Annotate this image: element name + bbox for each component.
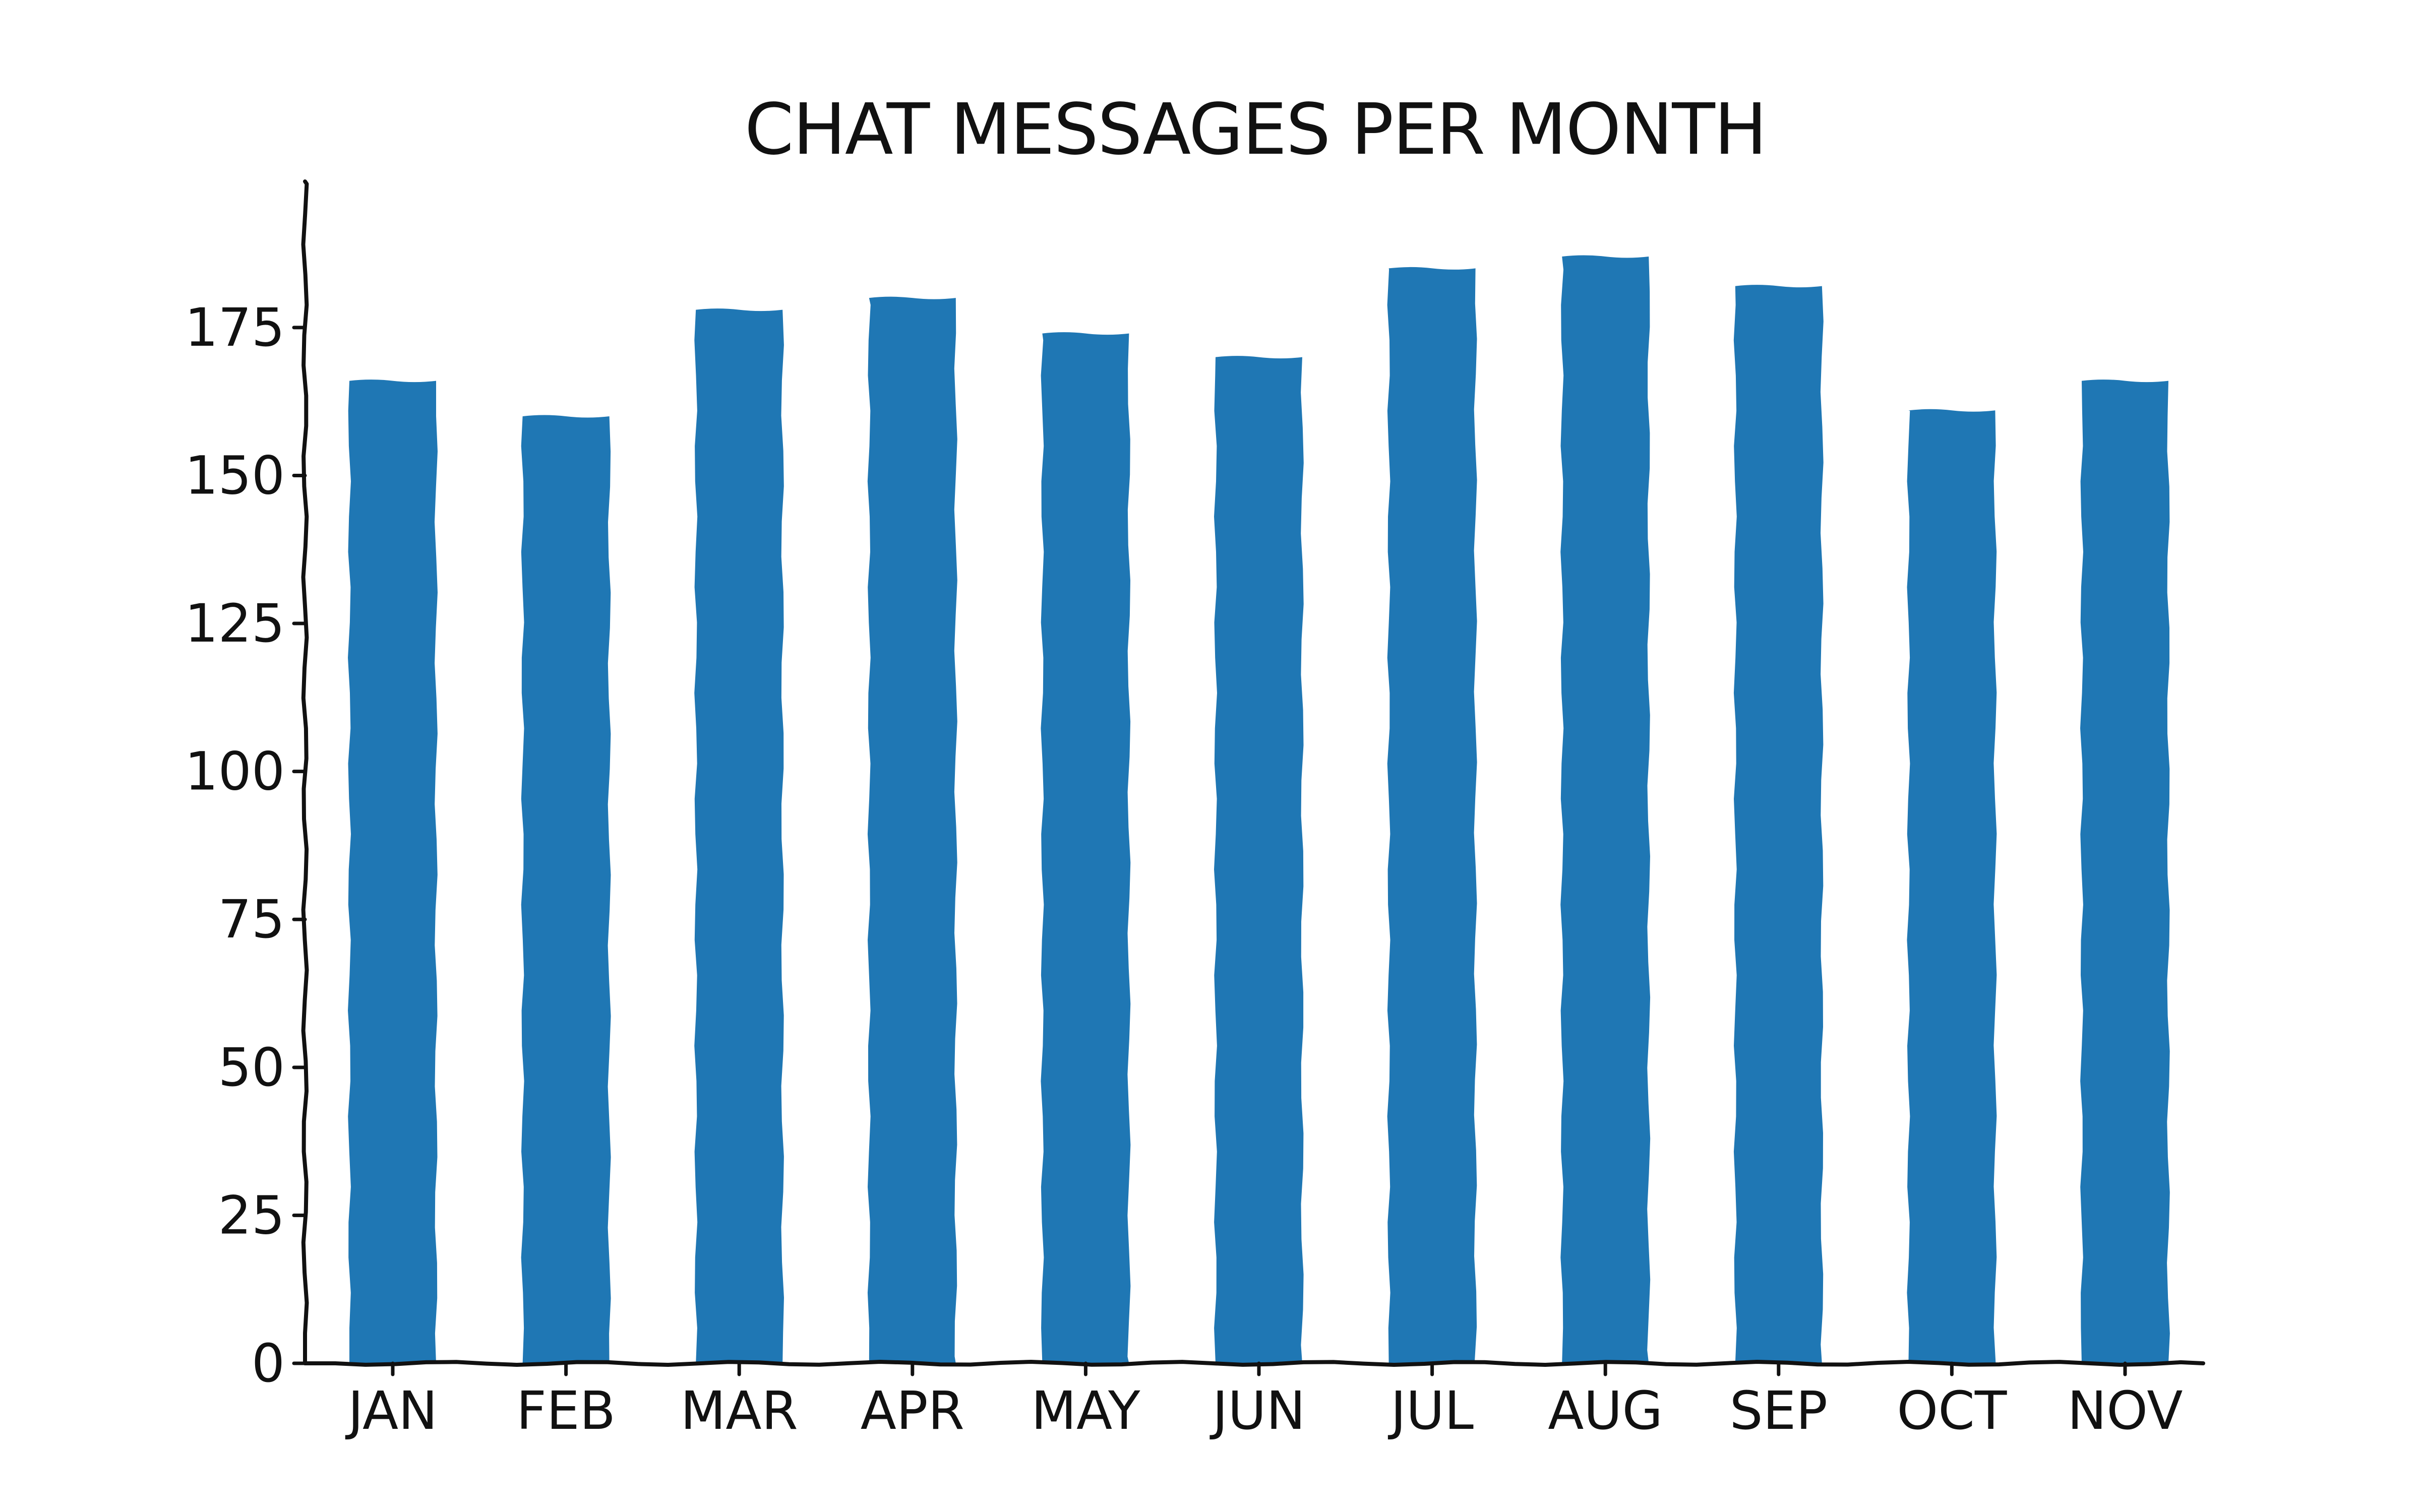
x-tick-label: MAR [681,1380,798,1441]
bar-jul [1387,267,1477,1363]
chart-title: CHAT MESSAGES PER MONTH [745,89,1766,171]
x-tick-label: JUN [1209,1380,1306,1441]
y-tick-label: 50 [218,1037,285,1098]
x-tick-label: OCT [1897,1380,2007,1441]
y-ticks-group: 0 25 50 75 100 125 150 175 [185,297,307,1394]
bar-mar [694,308,784,1363]
x-tick-label: APR [861,1380,964,1441]
bar-oct [1907,409,1997,1364]
bar-apr [867,296,957,1364]
y-tick-label: 125 [185,593,285,654]
y-tick-label: 25 [218,1184,285,1246]
y-tick-label: 150 [185,445,285,506]
bar-nov [2080,380,2170,1363]
x-tick-label: AUG [1548,1380,1663,1441]
x-tick-label: SEP [1730,1380,1828,1441]
x-tick-label: JUL [1387,1380,1474,1441]
y-tick-label: 75 [218,889,285,950]
x-ticks-group: JAN FEB MAR APR MAY JUN JUL AUG SEP OCT NOV [345,1361,2183,1441]
bar-feb [521,415,611,1363]
y-tick-label: 100 [185,741,285,802]
bar-jun [1214,356,1304,1363]
y-tick-label: 175 [185,297,285,358]
x-axis [303,1360,2205,1367]
bar-aug [1560,255,1651,1363]
bar-may [1041,332,1131,1363]
x-tick-label: FEB [516,1380,616,1441]
x-tick-label: JAN [345,1380,438,1441]
bar-sep [1733,285,1824,1363]
bar-jan [348,380,438,1363]
y-tick-label: 0 [252,1333,285,1394]
x-tick-label: MAY [1031,1380,1140,1441]
bars-group [348,255,2170,1364]
x-tick-label: NOV [2068,1380,2183,1441]
y-axis [301,179,309,1365]
